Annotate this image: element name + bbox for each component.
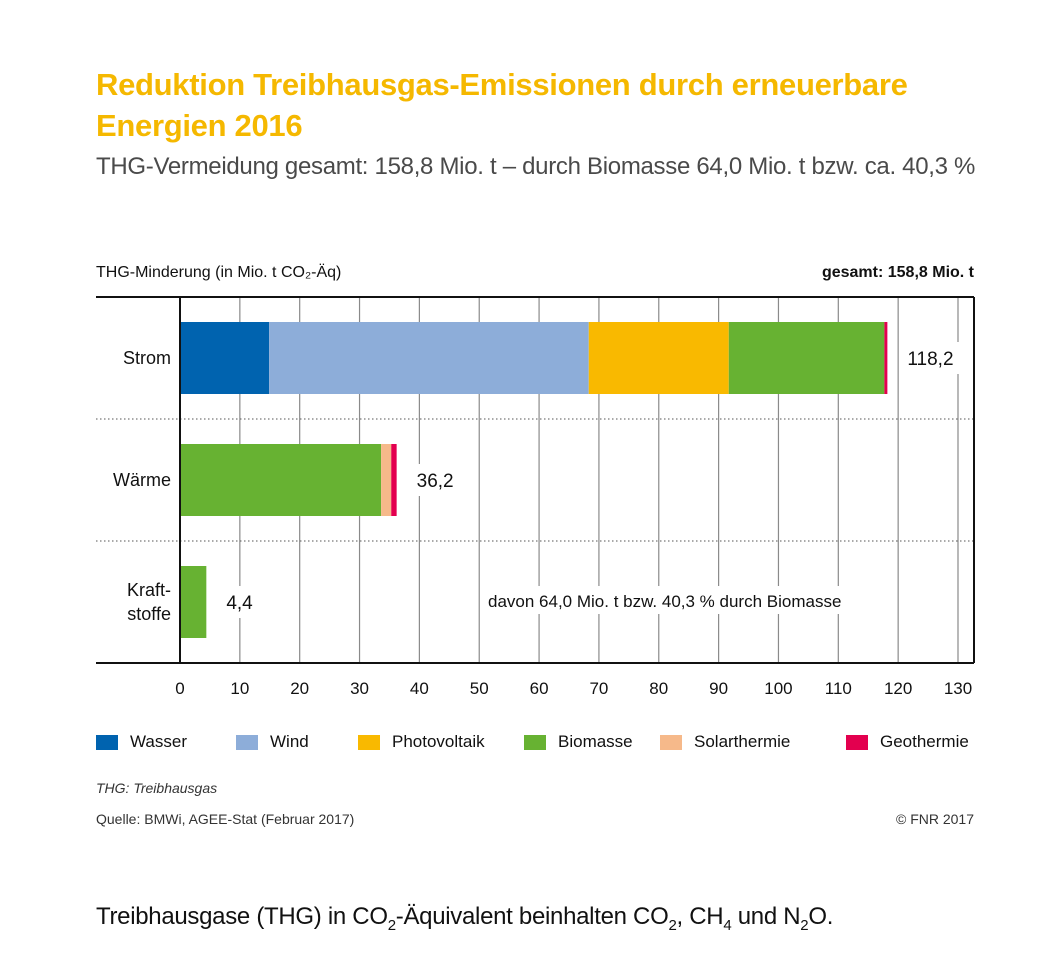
total-label: gesamt: 158,8 Mio. t — [821, 264, 974, 281]
y-axis-title: THG-Minderung (in Mio. t CO₂-Äq) — [96, 264, 341, 282]
x-tick-label: 60 — [530, 679, 549, 698]
bar-chart: Strom Wärme Kraft-stoffe 118,2 36,2 4,4 0 10 2… — [96, 296, 975, 698]
x-tick-label: 30 — [350, 679, 369, 698]
total-label: 118,2 — [907, 349, 953, 370]
bar-segment-wind — [269, 322, 589, 394]
legend-swatch — [236, 734, 258, 750]
legend-item-wind: Wind — [236, 732, 309, 752]
x-tick-label: 80 — [649, 679, 668, 698]
y-axis-title-text: THG-Minderung (in Mio. t CO₂-Äq) — [96, 264, 342, 281]
legend-label: Geothermie — [880, 732, 969, 751]
x-tick-label: 130 — [944, 679, 972, 698]
category-label: stoffe — [127, 604, 171, 624]
total-label-background — [412, 464, 463, 496]
footer-subscript: 2 — [387, 916, 396, 934]
legend-swatch — [660, 734, 682, 750]
bar-segment-solarthermie — [381, 444, 392, 516]
x-tick-label: 20 — [290, 679, 309, 698]
legend-label: Wasser — [130, 732, 187, 751]
category-label: Kraft- — [127, 580, 171, 600]
x-tick-label: 120 — [884, 679, 912, 698]
x-tick-label: 110 — [825, 679, 852, 698]
chart-title: Reduktion Treibhausgas-Emissionen durch … — [96, 67, 908, 143]
legend-item-photovoltaik: Photovoltaik — [358, 732, 485, 752]
total-label-background — [903, 342, 964, 374]
x-tick-label: 100 — [764, 679, 792, 698]
footer-text: und N — [731, 903, 801, 930]
total-label: 4,4 — [226, 593, 253, 614]
legend-item-geothermie: Geothermie — [846, 732, 969, 752]
legend-item-biomasse: Biomasse — [524, 732, 633, 752]
x-tick-label: 50 — [470, 679, 489, 698]
total-label: 36,2 — [417, 471, 454, 492]
x-tick-label: 90 — [709, 679, 728, 698]
legend-swatch — [524, 734, 546, 750]
legend-swatch — [846, 734, 868, 750]
annotation-background — [482, 586, 886, 614]
category-label: Strom — [123, 348, 171, 368]
footer-note: Treibhausgase (THG) in CO2-Äquivalent be… — [96, 903, 833, 934]
footer-text: Treibhausgase (THG) in CO — [96, 903, 388, 930]
legend-swatch — [358, 734, 380, 750]
copyright: © FNR 2017 — [895, 811, 974, 827]
bar-segment-biomasse — [180, 566, 207, 638]
footnote-abbreviation: THG: Treibhausgas — [96, 780, 218, 796]
legend: Wasser Wind Photovoltaik Biomasse Solartherm… — [96, 732, 976, 756]
x-tick-label: 10 — [230, 679, 249, 698]
footer-subscript: 2 — [800, 916, 809, 934]
x-tick-labels: 0 10 20 30 40 50 60 70 80 90 100 110 120 130 — [175, 679, 972, 698]
bar-segment-biomasse — [180, 444, 382, 516]
total-label-background — [222, 586, 262, 618]
legend-item-wasser: Wasser — [96, 732, 187, 752]
bar-segment-photovoltaik — [588, 322, 729, 394]
legend-label: Solarthermie — [694, 732, 791, 751]
category-labels: Strom Wärme Kraft-stoffe — [113, 348, 171, 624]
biomass-annotation: davon 64,0 Mio. t bzw. 40,3 % durch Biom… — [488, 592, 841, 611]
legend-item-solarthermie: Solarthermie — [660, 732, 790, 752]
bars — [180, 322, 888, 638]
footer-subscript: 4 — [723, 916, 732, 934]
legend-swatch — [96, 734, 118, 750]
legend-label: Wind — [270, 732, 309, 751]
bar-segment-geothermie — [391, 444, 397, 516]
total-labels: 118,2 36,2 4,4 — [222, 342, 964, 618]
source-note: Quelle: BMWi, AGEE-Stat (Februar 2017) — [96, 811, 355, 827]
legend-label: Photovoltaik — [392, 732, 485, 751]
x-tick-label: 40 — [410, 679, 429, 698]
legend-label: Biomasse — [558, 732, 633, 751]
category-label: Wärme — [113, 470, 171, 490]
footer-text: -Äquivalent beinhalten CO — [395, 903, 669, 930]
bar-segment-wasser — [180, 322, 270, 394]
bar-segment-geothermie — [884, 322, 888, 394]
footer-subscript: 2 — [668, 916, 677, 934]
x-tick-label: 70 — [589, 679, 608, 698]
footer-text: , CH — [676, 903, 724, 930]
bar-segment-biomasse — [728, 322, 885, 394]
footer-text: O. — [808, 903, 834, 930]
x-tick-label: 0 — [175, 679, 184, 698]
chart-subtitle: THG-Vermeidung gesamt: 158,8 Mio. t – du… — [96, 153, 976, 180]
chart-frame — [96, 296, 975, 664]
